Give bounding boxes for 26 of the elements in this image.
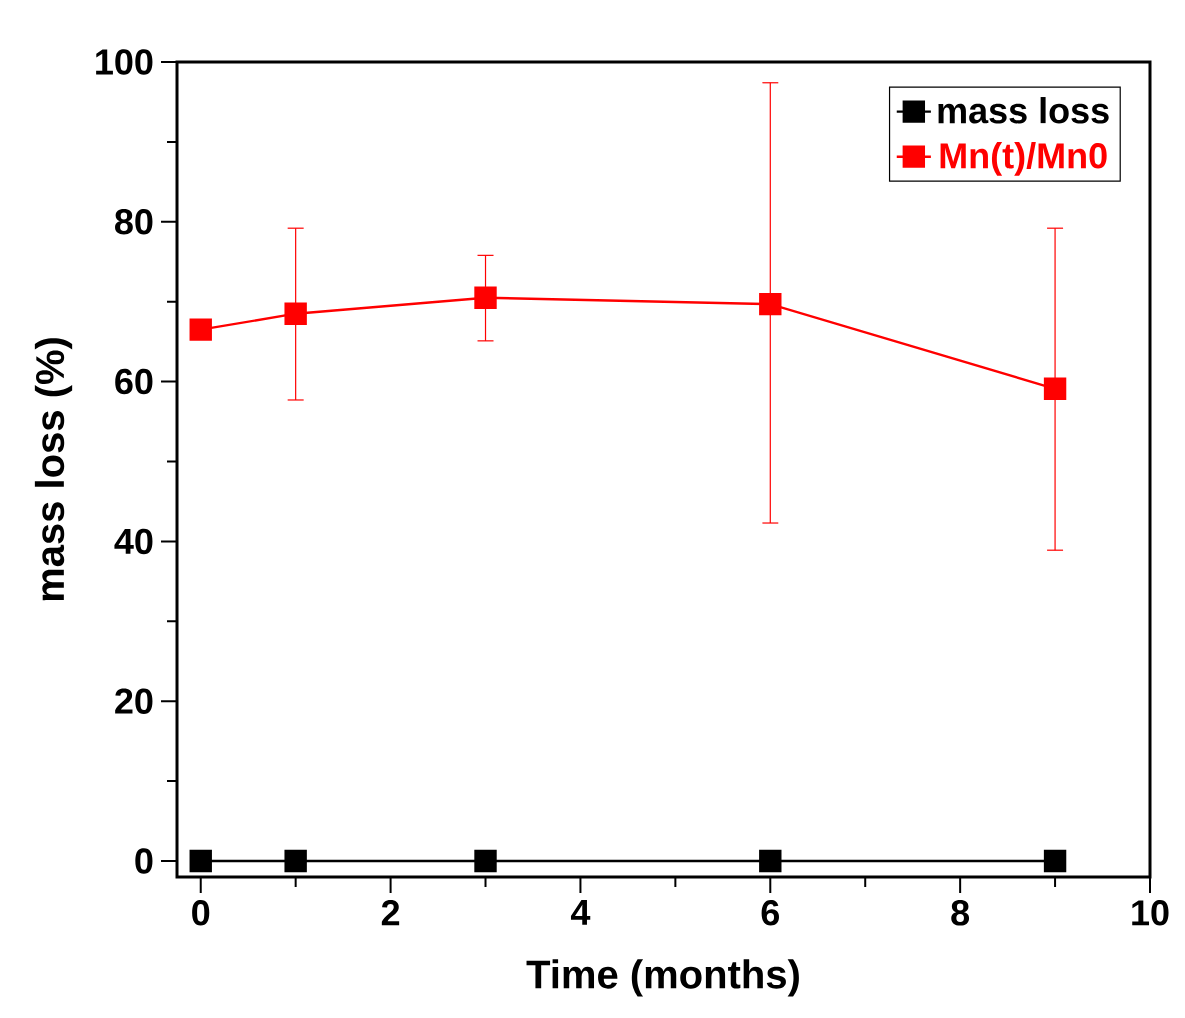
x-tick-label: 8: [951, 900, 970, 926]
point: [474, 849, 497, 873]
point: [759, 849, 782, 873]
legend-label: Mn(t)/Mn0: [940, 142, 1107, 176]
y-tick-label: 0: [135, 848, 153, 874]
point: [1043, 849, 1067, 873]
y-tick-label: 40: [114, 528, 153, 555]
y-tick-label: 100: [96, 49, 153, 75]
point: [189, 849, 212, 873]
x-axis-title: Time (months): [526, 959, 799, 997]
x-tick-label: 4: [570, 900, 591, 925]
legend-label: mass loss: [938, 97, 1109, 124]
x-tick-label: 10: [1132, 900, 1169, 926]
y-tick-label: 20: [115, 688, 153, 714]
point: [759, 292, 782, 316]
point: [1043, 377, 1067, 400]
x-tick-label: 6: [761, 900, 780, 926]
point: [284, 302, 307, 325]
x-tick-label: 0: [192, 900, 210, 926]
point: [284, 849, 307, 873]
point: [189, 318, 212, 341]
y-tick-label: 60: [115, 368, 153, 395]
x-tick-label: 2: [381, 900, 400, 926]
y-axis-title: mass loss (%): [34, 338, 73, 601]
point: [474, 286, 497, 309]
y-tick-label: 80: [115, 209, 153, 235]
